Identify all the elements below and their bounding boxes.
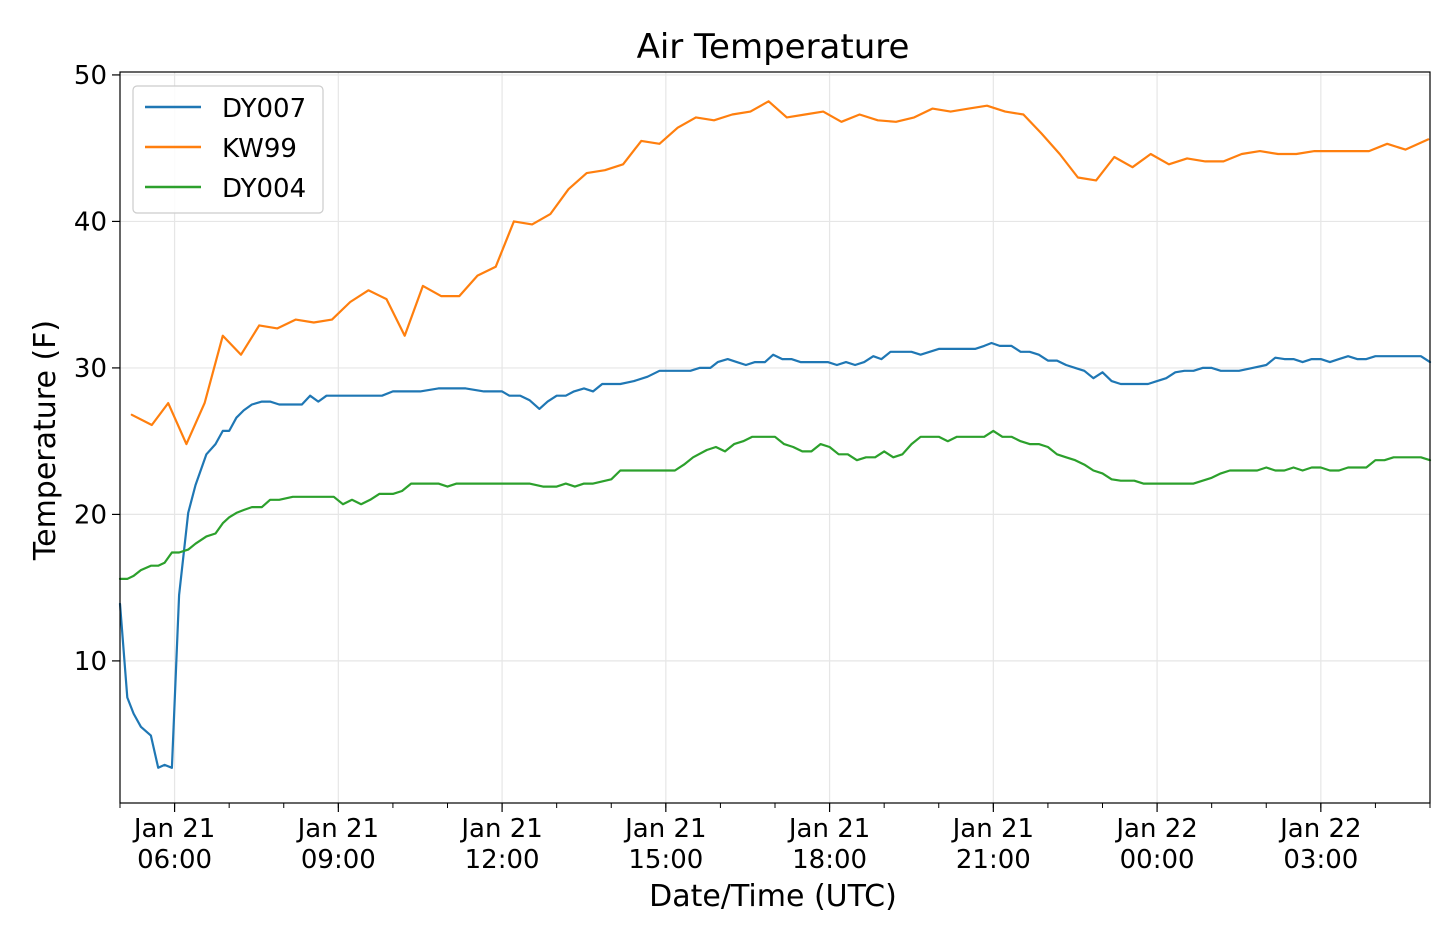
y-tick-label: 30: [74, 354, 107, 384]
x-tick-label-date: Jan 21: [623, 814, 706, 844]
y-tick-label: 20: [74, 500, 107, 530]
x-axis-title: Date/Time (UTC): [649, 879, 897, 914]
x-tick-label-time: 06:00: [137, 845, 212, 875]
y-tick-label: 10: [74, 647, 107, 677]
legend-label-kw99: KW99: [222, 134, 297, 164]
legend-box: [132, 85, 324, 214]
series-line-dy004: [118, 429, 1432, 580]
y-tick-label: 50: [74, 61, 107, 91]
x-tick-label-date: Jan 21: [296, 814, 379, 844]
x-tick-label-time: 12:00: [465, 845, 540, 875]
x-tick-label-date: Jan 21: [459, 814, 542, 844]
chart-title: Air Temperature: [637, 27, 910, 67]
x-tick-label-time: 03:00: [1283, 845, 1358, 875]
x-tick-label-date: Jan 21: [132, 814, 215, 844]
y-axis-title: Temperature (F): [28, 320, 63, 561]
series-line-kw99: [130, 100, 1430, 446]
x-tick-label-date: Jan 22: [1278, 814, 1361, 844]
y-tick-label: 40: [74, 207, 107, 237]
x-tick-label-date: Jan 21: [951, 814, 1034, 844]
series-line-dy007: [118, 341, 1432, 769]
x-tick-label-date: Jan 21: [787, 814, 870, 844]
legend-label-dy004: DY004: [222, 174, 306, 204]
series-layer: [118, 100, 1432, 769]
legend: DY007 KW99 DY004: [132, 85, 324, 214]
x-tick-label-time: 15:00: [628, 845, 703, 875]
grid: [120, 72, 1430, 803]
y-axis: 10 20 30 40 50: [74, 61, 120, 677]
x-tick-label-time: 18:00: [792, 845, 867, 875]
x-tick-label-time: 00:00: [1120, 845, 1195, 875]
x-tick-label-date: Jan 22: [1114, 814, 1197, 844]
x-tick-label-time: 09:00: [301, 845, 376, 875]
x-tick-label-time: 21:00: [956, 845, 1031, 875]
legend-label-dy007: DY007: [222, 94, 306, 124]
